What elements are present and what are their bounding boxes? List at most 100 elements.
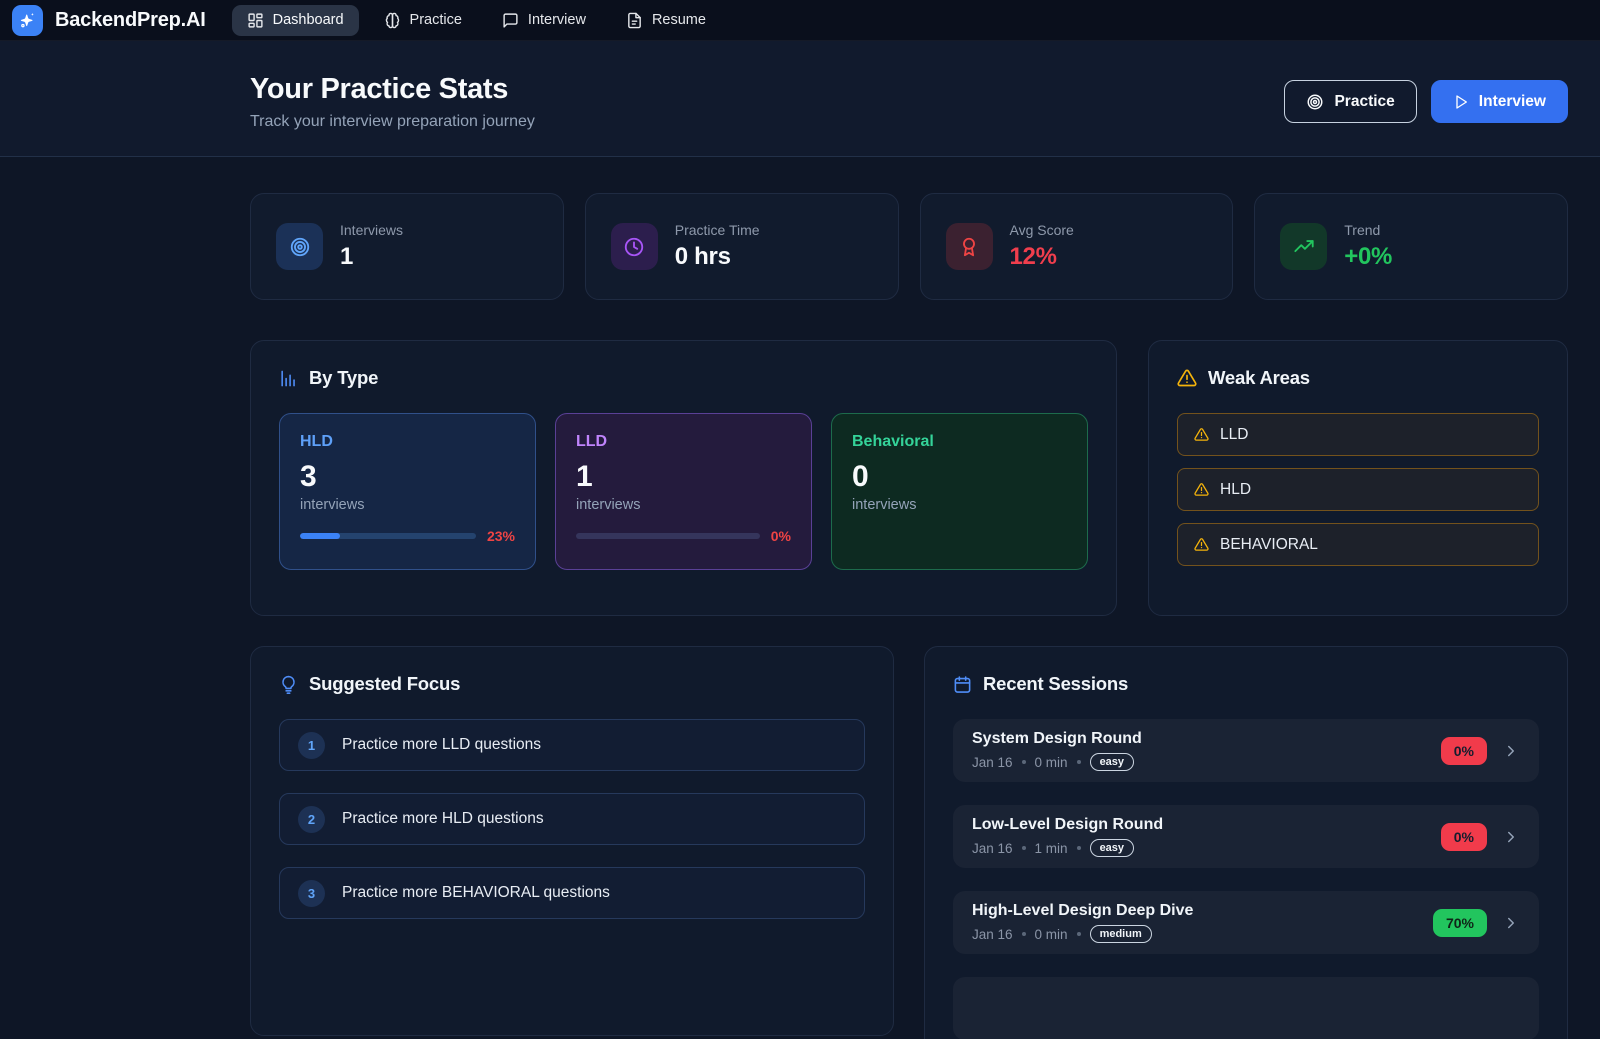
dot-separator	[1021, 846, 1026, 850]
chevron-right-icon[interactable]	[1502, 828, 1520, 846]
type-card-hld: HLD 3 interviews 23%	[279, 413, 536, 570]
score-badge: 70%	[1432, 908, 1487, 937]
weak-area-label: BEHAVIORAL	[1220, 535, 1318, 553]
bar-chart-icon	[279, 369, 298, 388]
type-count: 3	[300, 460, 317, 493]
stat-value: +0%	[1344, 243, 1393, 270]
warning-triangle-icon	[1177, 368, 1197, 388]
type-card-lld: LLD 1 interviews 0%	[555, 413, 812, 570]
warning-triangle-icon	[1194, 537, 1209, 552]
session-item-partial[interactable]	[953, 977, 1539, 1039]
difficulty-badge: medium	[1089, 925, 1152, 943]
weak-areas-title: Weak Areas	[1208, 367, 1310, 388]
weak-area-label: HLD	[1220, 480, 1252, 498]
session-title: High-Level Design Deep Dive	[972, 902, 1194, 919]
nav-item-practice[interactable]: Practice	[369, 5, 477, 36]
focus-item-1[interactable]: 1 Practice more LLD questions	[279, 719, 865, 771]
type-count: 0	[852, 460, 869, 493]
nav-item-label: Dashboard	[272, 12, 344, 28]
target-icon	[1306, 93, 1324, 111]
document-icon	[626, 12, 643, 29]
target-icon	[276, 223, 323, 270]
focus-item-3[interactable]: 3 Practice more BEHAVIORAL questions	[279, 867, 865, 919]
stat-label: Avg Score	[1009, 222, 1074, 238]
trending-up-icon	[1280, 223, 1328, 270]
score-badge: 0%	[1440, 822, 1487, 851]
play-icon	[1453, 94, 1469, 110]
nav-item-interview[interactable]: Interview	[487, 5, 601, 36]
warning-triangle-icon	[1194, 482, 1209, 497]
session-info: High-Level Design Deep Dive Jan 16 0 min…	[972, 902, 1193, 943]
stats-row: Interviews 1 Practice Time 0 hrs A	[250, 193, 1568, 300]
interview-button[interactable]: Interview	[1430, 80, 1568, 123]
warning-triangle-icon	[1194, 427, 1209, 442]
focus-number-badge: 3	[298, 879, 325, 907]
nav-item-dashboard[interactable]: Dashboard	[231, 4, 359, 36]
by-type-title: By Type	[309, 367, 379, 388]
app-logo[interactable]	[12, 4, 43, 36]
practice-button[interactable]: Practice	[1284, 80, 1417, 123]
page-title: Your Practice Stats	[250, 72, 509, 105]
session-item-low-level-design[interactable]: Low-Level Design Round Jan 16 1 min easy…	[953, 805, 1539, 868]
progress-percent: 0%	[770, 528, 791, 544]
session-item-high-level-design[interactable]: High-Level Design Deep Dive Jan 16 0 min…	[953, 891, 1539, 954]
progress-percent: 23%	[486, 528, 515, 544]
chat-bubble-icon	[502, 12, 519, 29]
brand-name: BackendPrep.AI	[55, 8, 206, 31]
dot-separator	[1076, 932, 1081, 936]
nav-item-label: Practice	[409, 12, 462, 28]
by-type-panel: By Type HLD 3 interviews 23% LLD 1 inter…	[250, 340, 1117, 616]
type-unit: interviews	[852, 497, 917, 513]
suggested-focus-title: Suggested Focus	[309, 673, 461, 694]
page-header: Your Practice Stats Track your interview…	[0, 41, 1600, 157]
brain-icon	[384, 12, 401, 29]
dot-separator	[1076, 760, 1081, 764]
stat-value: 0 hrs	[674, 243, 731, 270]
page-subtitle: Track your interview preparation journey	[250, 112, 535, 130]
stat-label: Trend	[1344, 222, 1381, 238]
session-date: Jan 16	[972, 840, 1013, 856]
weak-area-item-hld[interactable]: HLD	[1177, 468, 1539, 511]
stat-value: 1	[340, 243, 354, 270]
type-name: HLD	[300, 433, 333, 450]
clock-icon	[610, 223, 658, 270]
stat-label: Practice Time	[674, 222, 760, 238]
session-date: Jan 16	[972, 754, 1013, 770]
focus-text: Practice more LLD questions	[342, 736, 542, 753]
weak-area-label: LLD	[1220, 425, 1249, 443]
weak-area-item-lld[interactable]: LLD	[1177, 413, 1539, 456]
session-duration: 1 min	[1034, 840, 1068, 856]
calendar-icon	[953, 675, 972, 694]
focus-text: Practice more BEHAVIORAL questions	[342, 884, 610, 901]
stat-card-trend: Trend +0%	[1254, 193, 1568, 300]
session-date: Jan 16	[972, 926, 1013, 942]
session-title: System Design Round	[972, 730, 1142, 747]
nav-item-label: Resume	[651, 12, 706, 28]
practice-button-label: Practice	[1334, 92, 1395, 110]
weak-area-item-behavioral[interactable]: BEHAVIORAL	[1177, 523, 1539, 566]
nav-item-resume[interactable]: Resume	[611, 5, 721, 36]
chevron-right-icon[interactable]	[1502, 914, 1520, 932]
stat-label: Interviews	[340, 222, 404, 238]
lightbulb-icon	[279, 675, 298, 694]
header-actions: Practice Interview	[1284, 80, 1568, 123]
nav-item-label: Interview	[527, 12, 586, 28]
session-item-system-design[interactable]: System Design Round Jan 16 0 min easy 0%	[953, 719, 1539, 782]
chevron-right-icon[interactable]	[1502, 742, 1520, 760]
nav-menu: Dashboard Practice Interview	[231, 4, 721, 36]
session-duration: 0 min	[1034, 926, 1068, 942]
page-header-text: Your Practice Stats Track your interview…	[250, 73, 535, 131]
difficulty-badge: easy	[1089, 753, 1135, 771]
progress-bar: 0%	[576, 528, 791, 544]
dashboard-grid-icon	[247, 12, 264, 29]
type-name: Behavioral	[852, 433, 934, 450]
type-unit: interviews	[576, 497, 641, 513]
weak-areas-panel: Weak Areas LLD HLD	[1148, 340, 1568, 616]
stat-value: 12%	[1009, 243, 1057, 270]
score-badge: 0%	[1440, 736, 1487, 765]
session-info: System Design Round Jan 16 0 min easy	[972, 730, 1142, 771]
focus-item-2[interactable]: 2 Practice more HLD questions	[279, 793, 865, 845]
session-info: Low-Level Design Round Jan 16 1 min easy	[972, 816, 1163, 857]
award-icon	[945, 223, 993, 270]
interview-button-label: Interview	[1478, 92, 1546, 110]
